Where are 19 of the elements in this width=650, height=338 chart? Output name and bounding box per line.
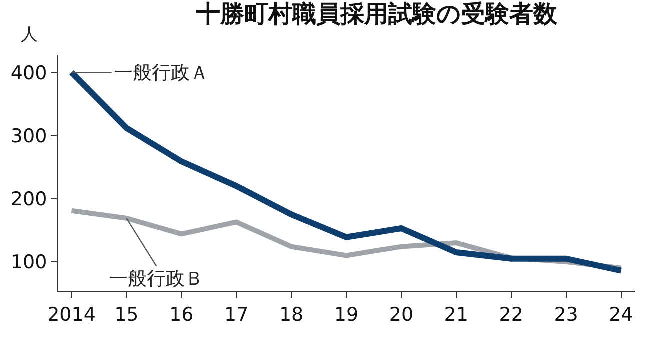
x-tick-label: 2014 bbox=[48, 304, 96, 326]
x-tick-label: 17 bbox=[224, 304, 249, 326]
x-tick-label: 21 bbox=[444, 304, 468, 326]
y-tick-label: 400 bbox=[10, 62, 48, 84]
y-tick-label: 300 bbox=[10, 125, 48, 148]
y-tick-label: 100 bbox=[10, 252, 48, 274]
series-label: 一般行政Ｂ bbox=[109, 268, 204, 290]
chart-title: 十勝町村職員採用試験の受験者数 bbox=[196, 0, 558, 28]
x-tick-label: 19 bbox=[334, 304, 359, 326]
x-tick-label: 16 bbox=[170, 304, 194, 326]
x-tick-label: 20 bbox=[389, 304, 414, 326]
x-tick-label: 22 bbox=[499, 304, 524, 326]
x-tick-label: 18 bbox=[279, 304, 304, 326]
x-tick-label: 24 bbox=[609, 304, 634, 326]
y-tick-label: 200 bbox=[10, 188, 48, 211]
series-label: 一般行政Ａ bbox=[114, 62, 209, 84]
x-tick-label: 15 bbox=[114, 304, 139, 326]
y-axis-title: 人 bbox=[21, 25, 38, 45]
x-tick-label: 23 bbox=[554, 304, 578, 326]
